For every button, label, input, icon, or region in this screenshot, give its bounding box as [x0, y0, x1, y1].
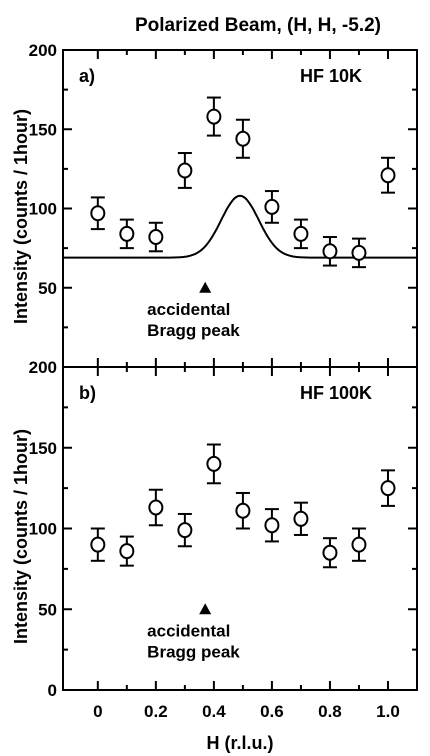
- y-axis-label: Intensity (counts / 1hour): [11, 109, 31, 324]
- y-tick-label: 100: [29, 200, 57, 219]
- data-point: [351, 536, 367, 553]
- annotation-text: accidental: [147, 621, 230, 640]
- data-point: [264, 517, 280, 534]
- x-tick-label: 0.2: [144, 702, 168, 721]
- annotation-text: accidental: [147, 300, 230, 319]
- y-tick-label: 50: [38, 279, 57, 298]
- annotation-text: Bragg peak: [147, 642, 240, 661]
- data-point: [264, 198, 280, 215]
- y-tick-label: 150: [29, 120, 57, 139]
- data-point: [293, 510, 309, 527]
- data-point: [235, 130, 251, 147]
- panel-condition: HF 100K: [300, 383, 372, 403]
- chart-title: Polarized Beam, (H, H, -5.2): [135, 15, 381, 36]
- data-point: [380, 167, 396, 184]
- data-point: [351, 244, 367, 261]
- data-point: [206, 108, 222, 125]
- x-axis-label: H (r.l.u.): [207, 733, 274, 753]
- data-point: [177, 522, 193, 539]
- x-tick-label: 0.8: [318, 702, 342, 721]
- y-tick-label: 200: [29, 41, 57, 60]
- data-point: [119, 543, 135, 560]
- data-point: [322, 544, 338, 561]
- x-tick-label: 0.4: [202, 702, 226, 721]
- data-point: [177, 162, 193, 179]
- data-point: [380, 480, 396, 497]
- data-point: [148, 229, 164, 246]
- x-tick-label: 0.6: [260, 702, 284, 721]
- data-point: [206, 455, 222, 472]
- panel-condition: HF 10K: [300, 66, 362, 86]
- data-point: [148, 499, 164, 516]
- y-tick-label: 0: [48, 681, 57, 700]
- panel-a: 50 100 150 200 Intensity (counts / 1hour) a) H…: [11, 41, 418, 368]
- y-tick-label: 150: [29, 439, 57, 458]
- data-point: [119, 225, 135, 242]
- panel-label: b): [79, 383, 96, 403]
- y-tick-label: 200: [29, 358, 57, 377]
- data-point: [322, 243, 338, 260]
- data-point: [235, 502, 251, 519]
- data-point: [293, 225, 309, 242]
- annotation-text: Bragg peak: [147, 321, 240, 340]
- data-point: [90, 536, 106, 553]
- panel-b: 0 50 100 150 200 0 0.2 0.4 0.6 0.8 1.0 Intensity (c…: [11, 358, 418, 721]
- y-axis-label: Intensity (counts / 1hour): [11, 429, 31, 644]
- chart-panels: 50 100 150 200 Intensity (counts / 1hour) a) H…: [11, 41, 418, 721]
- y-tick-label: 100: [29, 520, 57, 539]
- y-tick-label: 50: [38, 600, 57, 619]
- x-tick-label: 0: [93, 702, 102, 721]
- bragg-marker: [199, 281, 212, 293]
- bragg-marker: [199, 603, 212, 615]
- data-point: [90, 205, 106, 222]
- panel-label: a): [79, 66, 95, 86]
- plot-frame: [62, 49, 418, 368]
- x-tick-label: 1.0: [376, 702, 400, 721]
